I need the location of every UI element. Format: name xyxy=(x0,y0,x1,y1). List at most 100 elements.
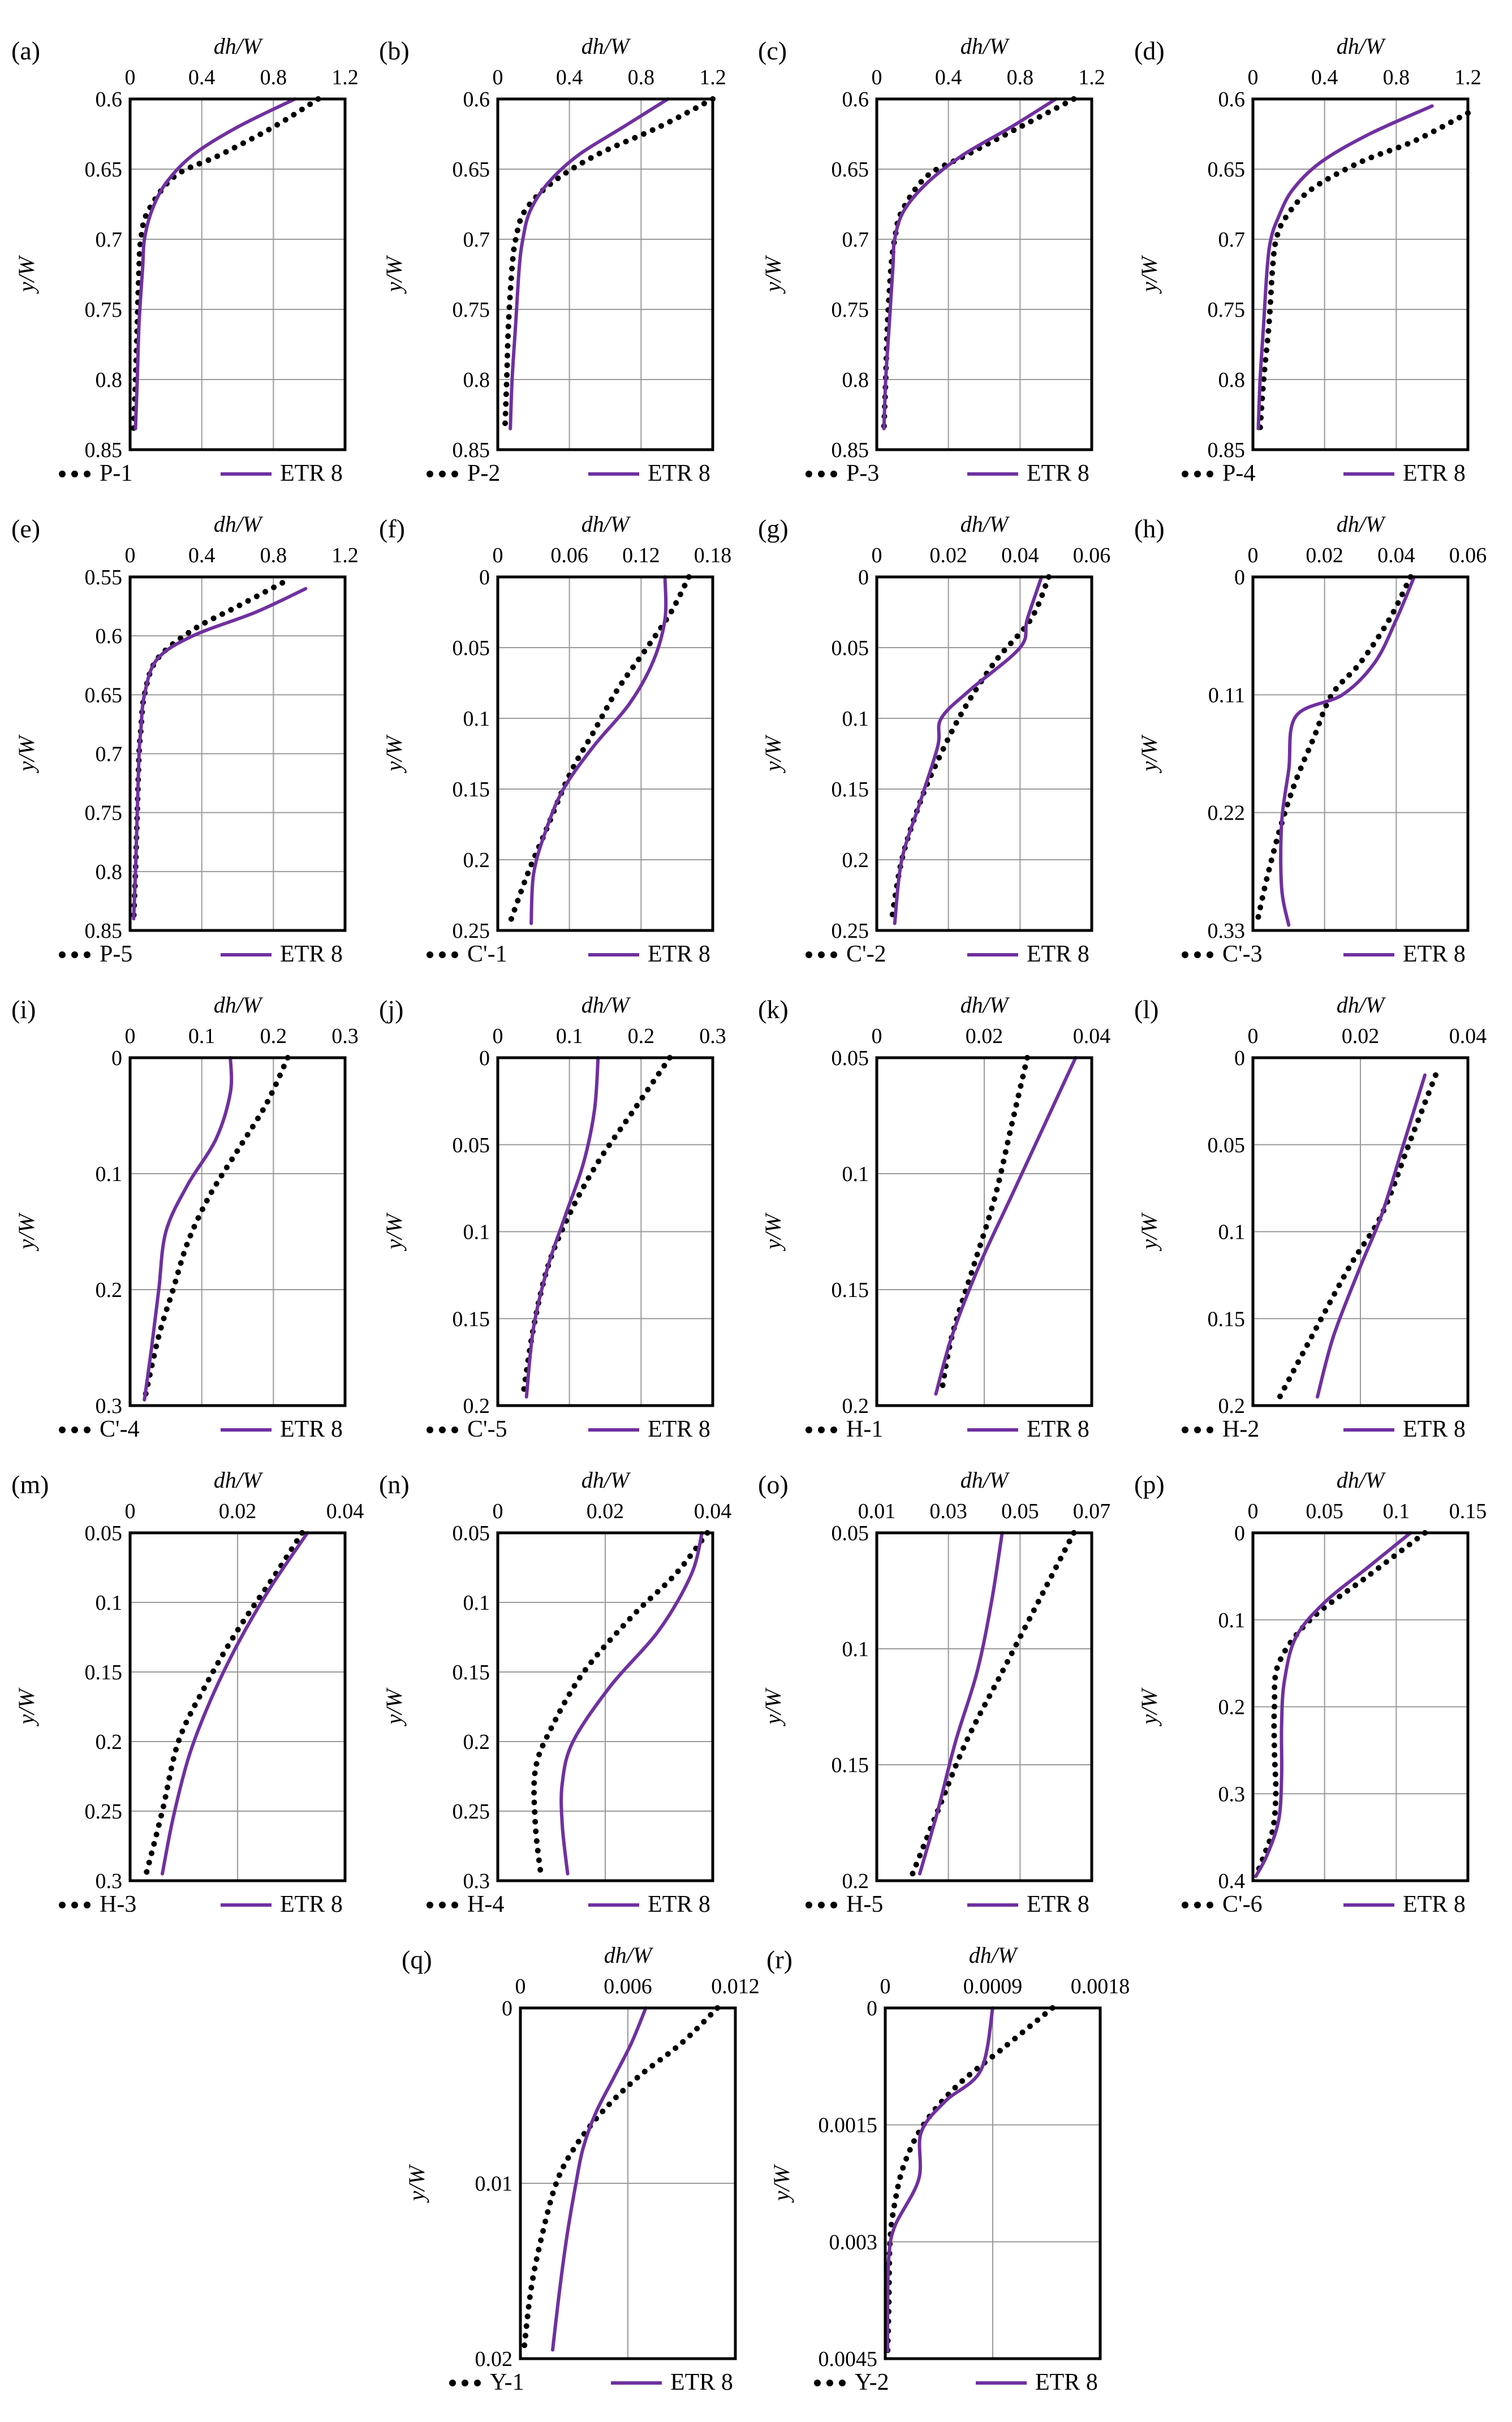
series-line-solid xyxy=(1316,1073,1427,1399)
y-tick-label: 0.1 xyxy=(96,1591,123,1615)
legend-dot-marker xyxy=(439,951,446,958)
legend-label: ETR 8 xyxy=(1403,1416,1466,1442)
x-tick-label: 0.02 xyxy=(1342,1024,1380,1048)
legend-dot-marker xyxy=(1207,1427,1213,1433)
legend-dot-marker xyxy=(1194,1427,1201,1433)
legend-dot-marker xyxy=(1182,1902,1188,1908)
y-axis-title: y/W xyxy=(760,1212,786,1252)
x-axis-title: dh/W xyxy=(214,992,264,1018)
plot-frame xyxy=(128,1531,347,1882)
panel-label: (a) xyxy=(11,36,40,65)
legend-dot-marker xyxy=(59,951,66,958)
legend-label: ETR 8 xyxy=(648,941,710,967)
y-tick-label: 0.0045 xyxy=(819,2347,878,2371)
legend-dot-marker xyxy=(451,1427,458,1433)
y-tick-label: 0.05 xyxy=(1208,1134,1246,1157)
y-tick-label: 0 xyxy=(1234,566,1245,589)
x-tick-label: 0.8 xyxy=(1007,66,1034,89)
x-tick-label: 0 xyxy=(1248,1024,1259,1048)
y-tick-label: 0.7 xyxy=(1218,228,1246,252)
panel-label: (e) xyxy=(11,514,40,543)
x-tick-label: 0.04 xyxy=(1449,1024,1487,1048)
y-tick-label: 0.1 xyxy=(463,1221,490,1244)
chart-panel: 0 0.02 0.04 0.06 0 0.05 0.1 0.15 0.2 0.25 dh/W y/W (… xyxy=(758,511,1110,967)
y-tick-label: 0.75 xyxy=(85,801,123,825)
y-axis-title: y/W xyxy=(14,1212,39,1252)
series-line-dotted xyxy=(507,574,692,926)
x-axis-title: dh/W xyxy=(214,511,264,537)
x-tick-label: 0.1 xyxy=(556,1024,583,1048)
x-tick-label: 0 xyxy=(1248,544,1259,567)
panel-label: (q) xyxy=(402,1945,432,1974)
x-tick-label: 0 xyxy=(515,1975,526,1998)
x-tick-label: 0 xyxy=(493,544,503,567)
x-tick-label: 0.1 xyxy=(188,1024,216,1048)
legend-dot-marker xyxy=(439,1427,446,1433)
legend-dot-marker xyxy=(439,471,446,477)
legend-dot-marker xyxy=(1194,1902,1201,1908)
x-axis-title: dh/W xyxy=(581,992,631,1018)
series-line-dotted xyxy=(885,2005,1056,2354)
legend-dot-marker xyxy=(818,471,825,477)
series-line-dotted xyxy=(131,96,321,432)
x-axis-title: dh/W xyxy=(960,33,1010,59)
chart-panel: 0 0.4 0.8 1.2 0.6 0.65 0.7 0.75 0.8 0.85 dh/W y/W (c… xyxy=(758,33,1105,486)
y-axis-title: y/W xyxy=(381,1687,407,1727)
legend-dot-marker xyxy=(818,1427,825,1433)
y-tick-label: 0.1 xyxy=(96,1162,123,1186)
chart-panel: 0 0.4 0.8 1.2 0.6 0.65 0.7 0.75 0.8 0.85 dh/W y/W (a… xyxy=(11,33,359,486)
x-tick-label: 0 xyxy=(125,1499,136,1523)
legend-dot-marker xyxy=(1207,951,1213,958)
series-line-solid xyxy=(1256,104,1434,430)
x-tick-label: 0 xyxy=(493,1024,503,1048)
x-axis-title: dh/W xyxy=(581,33,631,59)
legend-label: ETR 8 xyxy=(1027,1416,1089,1442)
legend-label: ETR 8 xyxy=(1403,941,1466,967)
legend-dot-marker xyxy=(427,1902,433,1908)
plot-frame xyxy=(128,1056,347,1407)
x-tick-label: 0.06 xyxy=(1073,544,1111,567)
x-tick-label: 0.04 xyxy=(326,1499,364,1523)
legend-dot-marker xyxy=(449,2380,456,2386)
x-tick-label: 0.8 xyxy=(1383,66,1410,89)
y-tick-label: 0.6 xyxy=(463,88,490,111)
legend-label: C'-6 xyxy=(1222,1891,1263,1917)
y-tick-label: 0.15 xyxy=(832,778,869,801)
panel-label: (d) xyxy=(1134,36,1165,65)
y-tick-label: 0.75 xyxy=(85,298,123,322)
legend-dot-marker xyxy=(1182,471,1188,477)
y-tick-label: 0.8 xyxy=(1218,368,1246,392)
y-axis-title: y/W xyxy=(14,255,39,294)
y-axis-title: y/W xyxy=(1136,1212,1162,1252)
y-tick-label: 0.65 xyxy=(453,158,490,182)
y-tick-label: 0.85 xyxy=(832,438,869,462)
series-line-solid xyxy=(886,2006,994,2353)
x-tick-label: 0.4 xyxy=(935,66,962,89)
series-line-dotted xyxy=(521,2005,721,2353)
legend-dot-marker xyxy=(830,1427,837,1433)
panel-label: (h) xyxy=(1134,514,1165,543)
y-axis-title: y/W xyxy=(14,1687,39,1727)
y-tick-label: 0.2 xyxy=(842,1394,869,1418)
x-tick-label: 0.02 xyxy=(966,1024,1003,1048)
x-axis-title: dh/W xyxy=(960,511,1010,537)
legend-dot-marker xyxy=(462,2380,468,2386)
panel-label: (f) xyxy=(379,514,405,543)
legend-dot-marker xyxy=(84,1427,91,1433)
y-tick-label: 0.8 xyxy=(842,368,869,392)
plot-frame xyxy=(875,1531,1093,1882)
y-tick-label: 0.25 xyxy=(832,919,869,943)
x-tick-label: 0.006 xyxy=(604,1975,652,1998)
x-axis-title: dh/W xyxy=(604,1942,654,1968)
y-tick-label: 0.2 xyxy=(96,1730,123,1754)
y-tick-label: 0.05 xyxy=(453,1522,490,1545)
panel-label: (k) xyxy=(758,995,789,1024)
x-tick-label: 0.01 xyxy=(858,1499,896,1523)
legend-dot-marker xyxy=(71,951,78,958)
series-line-solid xyxy=(918,1531,1004,1876)
legend-label: C'-3 xyxy=(1222,941,1263,967)
series-line-dotted xyxy=(531,1530,710,1877)
series-line-solid xyxy=(559,1531,704,1876)
y-tick-label: 0.25 xyxy=(453,1800,490,1824)
x-tick-label: 0.04 xyxy=(1377,544,1415,567)
